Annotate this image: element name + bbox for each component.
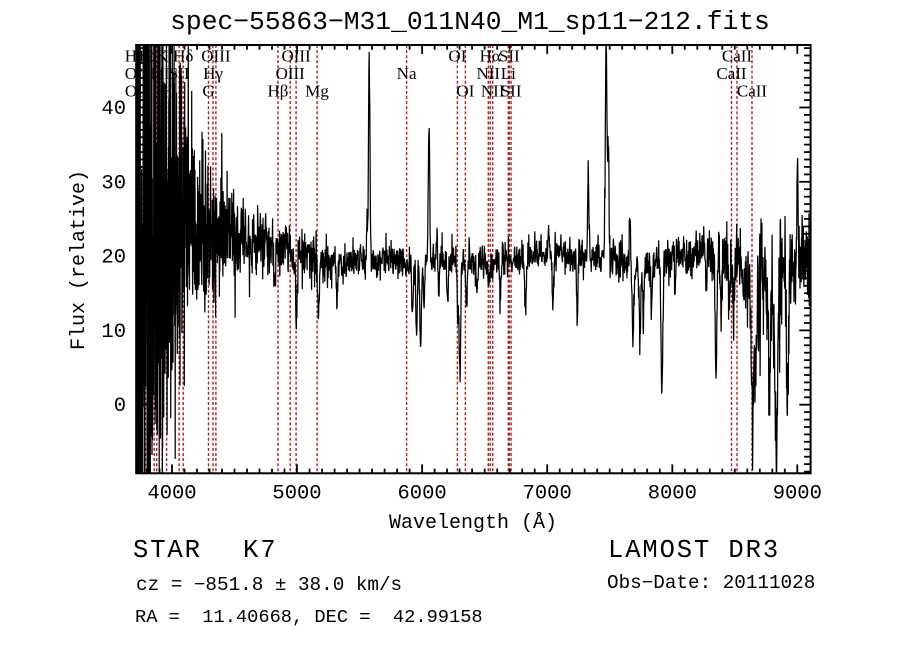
svg-text:OII: OII <box>125 82 149 101</box>
svg-text:Hα: Hα <box>480 47 501 66</box>
svg-text:Li: Li <box>501 64 516 83</box>
svg-text:SII: SII <box>169 64 190 83</box>
svg-text:H12: H12 <box>125 47 154 66</box>
svg-text:Hδ: Hδ <box>173 47 193 66</box>
svg-text:OIII: OIII <box>276 64 306 83</box>
svg-text:CaII: CaII <box>716 64 747 83</box>
svg-text:cz = −851.8 ± 38.0 km/s: cz = −851.8 ± 38.0 km/s <box>136 574 402 596</box>
svg-text:7000: 7000 <box>523 483 572 506</box>
svg-text:G: G <box>202 82 214 101</box>
svg-text:OIII: OIII <box>201 47 231 66</box>
svg-text:OI: OI <box>456 82 474 101</box>
svg-text:NII: NII <box>476 64 500 83</box>
svg-text:Hγ: Hγ <box>203 64 223 83</box>
svg-text:30: 30 <box>101 172 126 195</box>
svg-text:10: 10 <box>101 321 126 344</box>
svg-text:5000: 5000 <box>272 483 321 506</box>
svg-text:K: K <box>156 47 169 66</box>
svg-text:20: 20 <box>101 247 126 270</box>
svg-text:spec−55863−M31_011N40_M1_sp11−: spec−55863−M31_011N40_M1_sp11−212.fits <box>170 7 770 37</box>
svg-text:LAMOST DR3: LAMOST DR3 <box>608 536 780 565</box>
svg-text:40: 40 <box>101 98 126 121</box>
svg-text:SII: SII <box>499 47 520 66</box>
svg-text:4000: 4000 <box>147 483 196 506</box>
svg-text:Hβ: Hβ <box>268 82 289 101</box>
svg-text:OIII: OIII <box>281 47 311 66</box>
svg-text:Obs−Date: 20111028: Obs−Date: 20111028 <box>607 572 815 594</box>
svg-text:SII: SII <box>501 82 522 101</box>
svg-text:OII: OII <box>125 64 149 83</box>
svg-text:Wavelength (Å): Wavelength (Å) <box>389 512 557 535</box>
svg-text:NII: NII <box>481 82 505 101</box>
svg-text:HeI: HeI <box>144 64 170 83</box>
svg-text:RA = 11.40668, DEC = 42.9915: RA = 11.40668, DEC = 42.99158 <box>135 606 483 628</box>
svg-text:CaII: CaII <box>722 47 753 66</box>
svg-text:STAR: STAR <box>133 536 202 565</box>
svg-text:9000: 9000 <box>773 483 822 506</box>
svg-text:K7: K7 <box>243 536 277 565</box>
svg-text:Na: Na <box>397 64 417 83</box>
svg-text:Flux (relative): Flux (relative) <box>68 170 91 350</box>
svg-text:CaII: CaII <box>737 82 768 101</box>
svg-text:Mg: Mg <box>305 82 329 101</box>
svg-text:0: 0 <box>114 395 126 418</box>
svg-text:6000: 6000 <box>397 483 446 506</box>
svg-text:H: H <box>160 82 172 101</box>
svg-text:OI: OI <box>448 47 466 66</box>
svg-text:8000: 8000 <box>648 483 697 506</box>
